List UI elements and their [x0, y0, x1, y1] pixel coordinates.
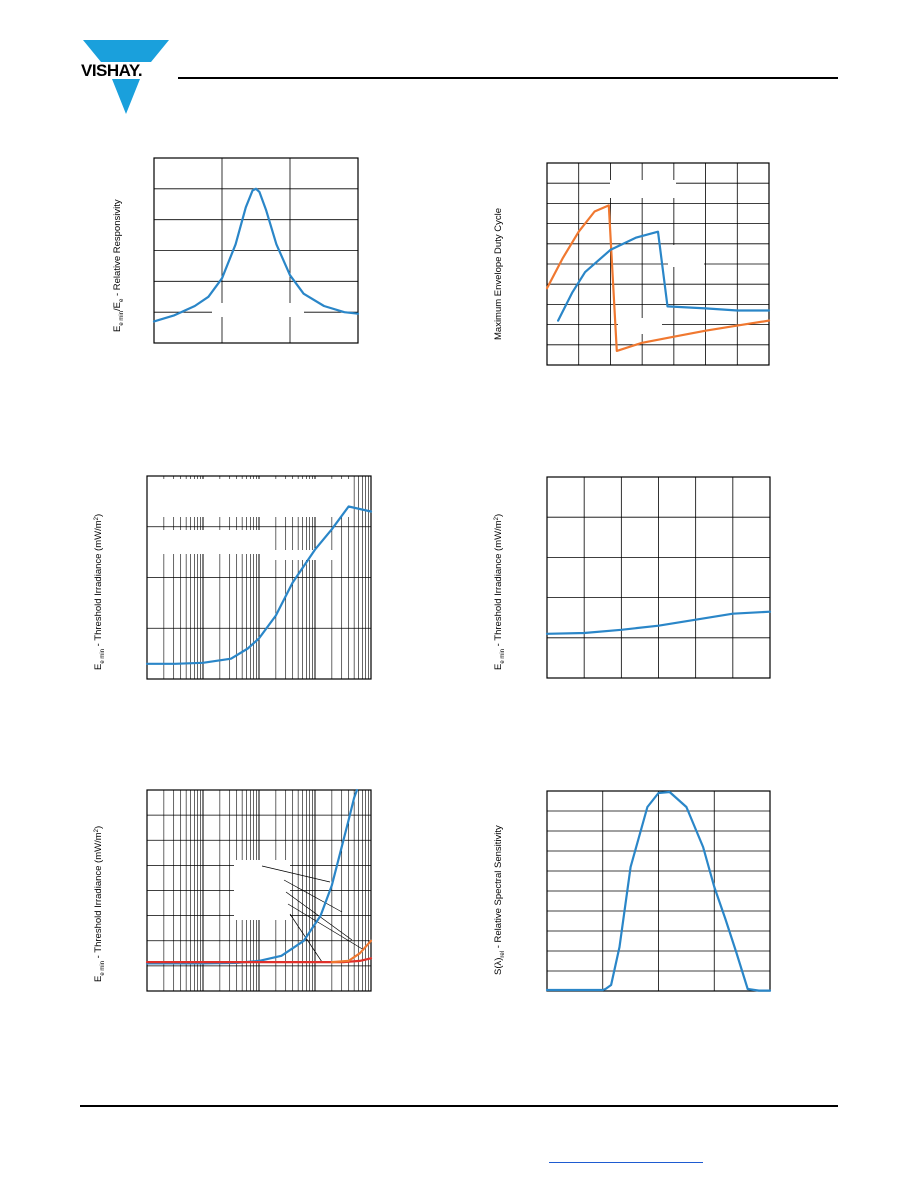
plot-frame	[546, 476, 771, 679]
series-line-blue	[545, 610, 772, 635]
series-line-blue	[556, 230, 771, 322]
footer-rule	[80, 1105, 838, 1107]
plot-frame	[546, 162, 770, 366]
plot-frame	[146, 475, 372, 680]
annotation-leader	[287, 903, 365, 951]
chart-threshold-log-multi	[145, 788, 373, 992]
label-area	[150, 479, 350, 517]
logo-triangle-bottom	[110, 74, 142, 114]
plot-frame	[153, 157, 359, 344]
series-line-blue	[145, 505, 373, 665]
plot-frame	[146, 789, 372, 992]
series-line-blue	[545, 790, 772, 992]
annotation-leader	[283, 879, 343, 913]
annotation-leader	[261, 865, 331, 883]
label-area	[212, 303, 304, 317]
series-line-orange	[330, 939, 373, 964]
chart-threshold-log	[145, 475, 373, 680]
chart-threshold-log-ylabel: Ee min - Threshold Irradiance (mW/m2)	[93, 514, 106, 670]
label-area	[668, 245, 704, 267]
chart-responsivity-ylabel: Ee min/Ee - Relative Responsivity	[112, 199, 125, 332]
label-area	[618, 318, 662, 334]
chart-threshold-log-multi-ylabel: Ee min - Threshold Irradiance (mW/m2)	[93, 826, 106, 982]
logo-triangle-top	[83, 40, 169, 62]
chart-spectral	[545, 790, 772, 992]
chart-duty-cycle-ylabel: Maximum Envelope Duty Cycle	[493, 208, 504, 340]
series-line-red	[145, 957, 373, 964]
logo-text: VISHAY.	[80, 61, 144, 80]
annotation-leader	[285, 891, 353, 941]
series-line-blue	[152, 187, 360, 323]
label-area	[260, 550, 340, 560]
chart-spectral-ylabel: S(λ)rel - Relative Spectral Sensitivity	[493, 825, 506, 975]
chart-threshold-linear	[545, 476, 772, 679]
label-area	[150, 530, 262, 554]
header-rule	[178, 77, 838, 79]
chart-responsivity	[152, 157, 360, 344]
label-area	[234, 860, 290, 920]
footer-link-underline[interactable]	[549, 1162, 703, 1163]
plot-frame	[546, 790, 771, 992]
chart-duty-cycle	[545, 162, 771, 366]
chart-threshold-linear-ylabel: Ee min - Threshold Irradiance (mW/m2)	[493, 514, 506, 670]
label-area	[610, 180, 676, 198]
series-line-orange	[545, 204, 771, 352]
vishay-logo	[83, 40, 169, 114]
